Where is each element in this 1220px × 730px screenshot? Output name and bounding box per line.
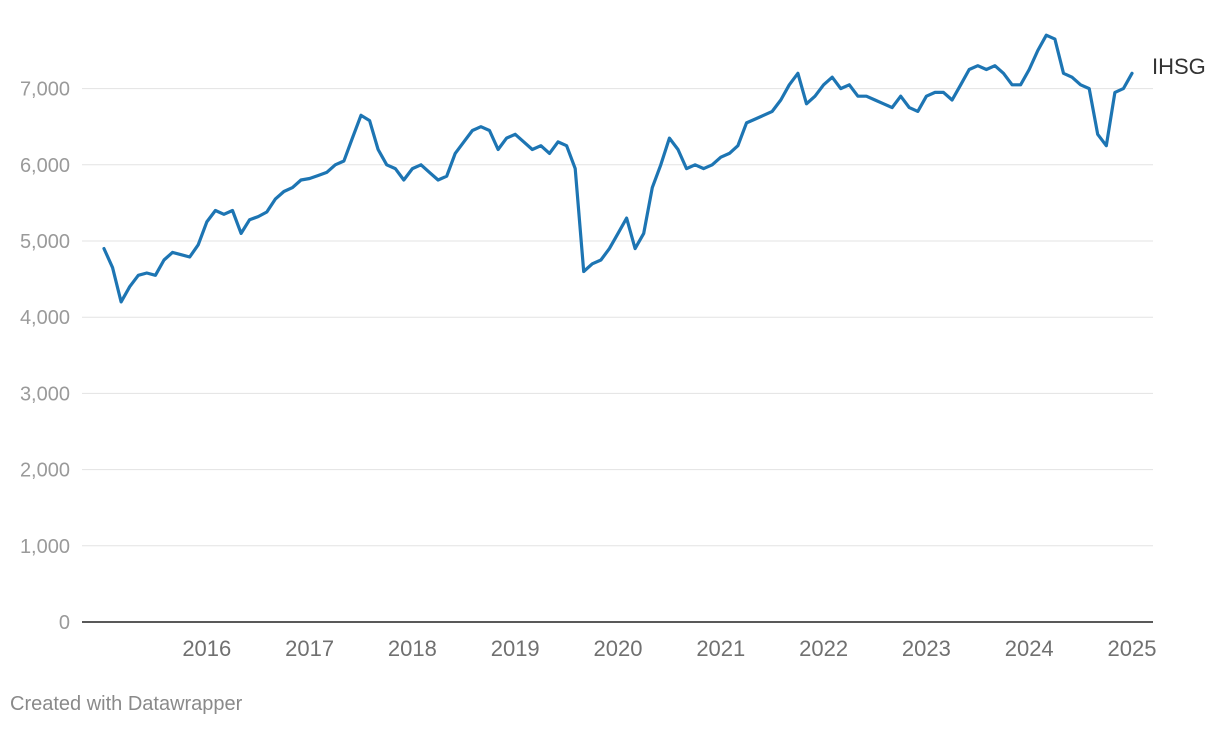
gridlines xyxy=(82,88,1153,547)
y-axis-ticks: 0 1,000 2,000 3,000 4,000 5,000 6,000 7,000 xyxy=(20,79,70,634)
y-tick-label: 4,000 xyxy=(20,307,70,329)
y-tick-label: 6,000 xyxy=(20,155,70,177)
y-tick-label: 3,000 xyxy=(20,383,70,405)
x-tick-label: 2022 xyxy=(799,636,848,661)
series-label-ihsg: IHSG xyxy=(1152,54,1206,79)
x-axis-ticks: 2016 2017 2018 2019 2020 2021 2022 2023 2024 2025 xyxy=(182,636,1156,661)
x-tick-label: 2017 xyxy=(285,636,334,661)
x-tick-label: 2025 xyxy=(1108,636,1157,661)
x-tick-label: 2018 xyxy=(388,636,437,661)
credit-footer: Created with Datawrapper xyxy=(10,693,243,715)
x-tick-label: 2016 xyxy=(182,636,231,661)
y-tick-label: 0 xyxy=(59,612,70,634)
x-tick-label: 2021 xyxy=(696,636,745,661)
x-tick-label: 2020 xyxy=(594,636,643,661)
x-tick-label: 2019 xyxy=(491,636,540,661)
y-tick-label: 2,000 xyxy=(20,460,70,482)
y-tick-label: 7,000 xyxy=(20,79,70,101)
y-tick-label: 5,000 xyxy=(20,231,70,253)
series-line-ihsg xyxy=(102,33,1134,304)
y-tick-label: 1,000 xyxy=(20,536,70,558)
x-tick-label: 2023 xyxy=(902,636,951,661)
x-tick-label: 2024 xyxy=(1005,636,1054,661)
